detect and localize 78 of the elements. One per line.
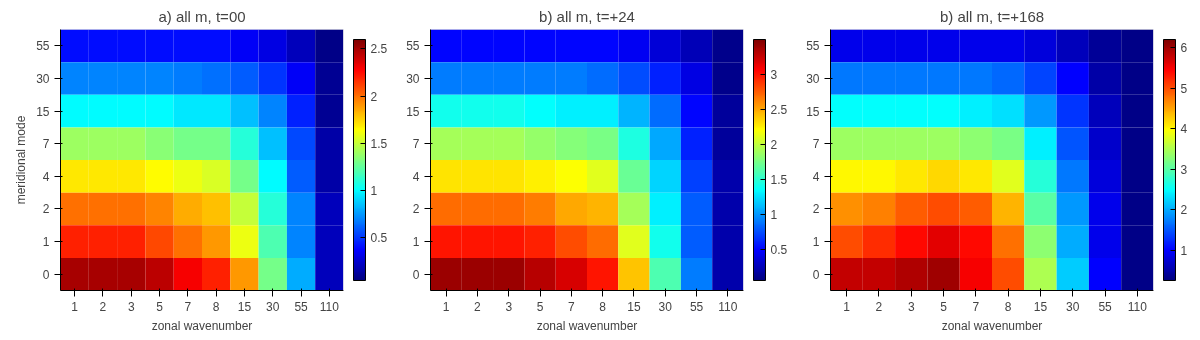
x-tick-label: 1 (843, 299, 851, 314)
x-tick-label: 5 (940, 299, 948, 314)
color-bar-label: 0.5 (770, 242, 788, 257)
x-tick-label: 7 (972, 299, 980, 314)
chart-title: a) all m, t=00 (158, 7, 246, 25)
x-tick-label: 15 (237, 299, 252, 314)
color-bar-label: 2.5 (370, 42, 388, 57)
x-tick-label: 15 (627, 299, 641, 314)
color-bar-label: 2.5 (770, 102, 788, 117)
y-tick-label: 15 (806, 104, 820, 119)
x-tick-label: 1 (71, 299, 79, 314)
color-bar-label: 1.5 (770, 172, 788, 187)
x-axis-title: zonal wavenumber (536, 318, 638, 333)
y-tick-label: 2 (812, 202, 820, 217)
x-tick-label: 8 (599, 299, 607, 314)
y-tick-label: 1 (42, 235, 50, 250)
x-tick-label: 2 (875, 299, 883, 314)
y-tick-label: 55 (36, 39, 50, 54)
y-tick-label: 15 (406, 104, 420, 119)
y-tick-label: 55 (406, 39, 420, 54)
color-bar-label: 1 (770, 207, 778, 222)
x-tick-label: 5 (536, 299, 544, 314)
y-tick-label: 1 (412, 235, 420, 250)
y-tick-label: 55 (806, 39, 820, 54)
y-tick-label: 7 (812, 137, 820, 152)
x-tick-label: 30 (266, 299, 280, 314)
y-tick-label: 30 (406, 71, 420, 86)
x-tick-label: 30 (658, 299, 673, 314)
x-tick-label: 7 (568, 299, 576, 314)
x-tick-label: 3 (127, 299, 135, 314)
color-bar-label: 3 (1180, 162, 1188, 177)
color-bar-label: 2 (1180, 203, 1188, 218)
color-bar-label: 2 (370, 89, 378, 104)
x-tick-label: 2 (99, 299, 107, 314)
y-tick-label: 30 (36, 71, 50, 86)
x-tick-label: 15 (1033, 299, 1048, 314)
y-tick-label: 0 (412, 267, 420, 282)
y-tick-label: 0 (812, 267, 820, 282)
x-tick-label: 8 (212, 299, 220, 314)
color-bar-label: 6 (1180, 41, 1188, 56)
y-tick-label: 15 (36, 104, 50, 119)
chart-title: b) all m, t=+24 (539, 7, 635, 25)
color-bar-label: 5 (1180, 81, 1188, 96)
chart-title: b) all m, t=+168 (939, 7, 1045, 25)
x-tick-label: 3 (505, 299, 513, 314)
x-axis-title: zonal wavenumber (941, 318, 1043, 333)
x-tick-label: 8 (1004, 299, 1012, 314)
y-tick-label: 4 (812, 169, 820, 184)
x-tick-label: 3 (907, 299, 915, 314)
x-tick-label: 1 (442, 299, 450, 314)
x-tick-label: 55 (1098, 299, 1113, 314)
y-axis-title: meridional mode (14, 115, 29, 205)
color-bar-label: 1 (1180, 243, 1188, 258)
color-bar-label: 4 (1180, 122, 1188, 137)
color-bar-label: 1 (370, 184, 378, 199)
color-bar-label: 0.5 (370, 231, 388, 246)
color-bar-label: 1.5 (370, 136, 388, 151)
y-tick-label: 30 (806, 71, 820, 86)
x-tick-label: 110 (1127, 299, 1148, 314)
color-bar-label: 3 (770, 67, 778, 82)
y-tick-label: 7 (42, 137, 50, 152)
color-bar-label: 2 (770, 137, 778, 152)
x-tick-label: 30 (1066, 299, 1080, 314)
x-axis-title: zonal wavenumber (151, 318, 253, 333)
y-tick-label: 2 (42, 202, 50, 217)
x-tick-label: 7 (184, 299, 192, 314)
y-tick-label: 4 (42, 169, 50, 184)
x-tick-label: 5 (156, 299, 164, 314)
y-tick-label: 1 (812, 235, 820, 250)
x-tick-label: 2 (474, 299, 482, 314)
x-tick-label: 110 (319, 299, 340, 314)
x-tick-label: 55 (294, 299, 309, 314)
y-tick-label: 0 (42, 267, 50, 282)
x-tick-label: 110 (718, 299, 738, 314)
y-tick-label: 7 (412, 137, 420, 152)
y-tick-label: 2 (412, 202, 420, 217)
y-tick-label: 4 (412, 169, 420, 184)
x-tick-label: 55 (689, 299, 704, 314)
